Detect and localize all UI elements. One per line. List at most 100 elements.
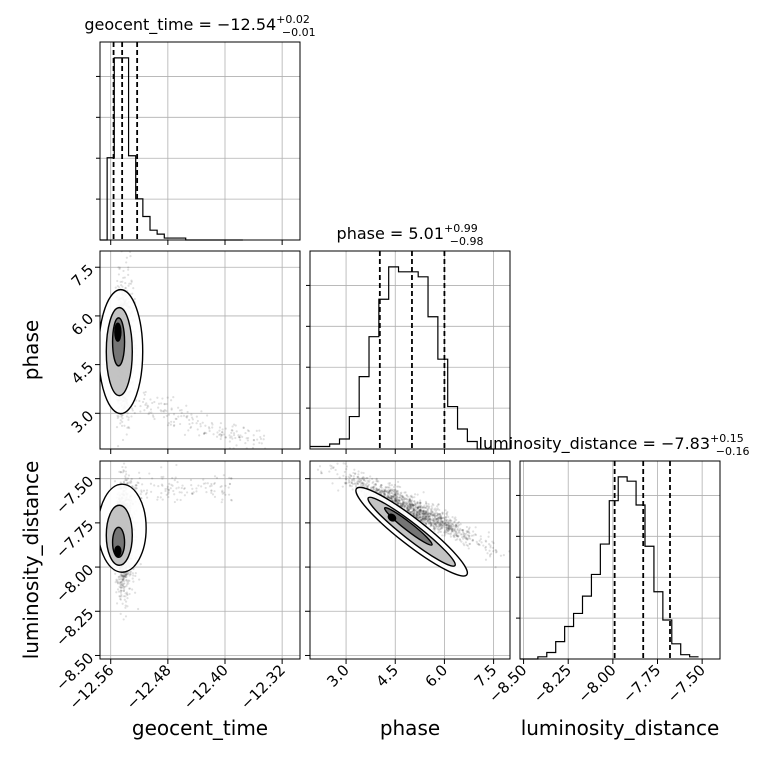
sample-point xyxy=(400,497,403,501)
sample-point xyxy=(420,505,423,508)
sample-point xyxy=(183,487,186,490)
sample-point xyxy=(392,495,395,498)
sample-point xyxy=(408,497,411,500)
sample-point xyxy=(409,510,412,514)
sample-point xyxy=(387,496,390,499)
sample-point xyxy=(448,520,452,523)
sample-point xyxy=(393,490,396,494)
sample-point xyxy=(119,586,122,589)
sample-point xyxy=(431,519,434,522)
sample-point xyxy=(409,495,412,498)
sample-point xyxy=(125,573,128,576)
sample-point xyxy=(121,579,124,582)
sample-point xyxy=(189,425,193,428)
sample-point xyxy=(126,482,129,485)
sample-point xyxy=(468,542,472,545)
sample-point xyxy=(429,513,433,516)
sample-point xyxy=(354,485,358,488)
sample-point xyxy=(230,498,233,502)
sample-point xyxy=(384,490,387,493)
sample-point xyxy=(429,518,432,521)
sample-point xyxy=(366,485,370,488)
sample-point xyxy=(418,513,422,516)
sample-point xyxy=(421,512,424,515)
sample-point xyxy=(437,517,440,520)
sample-point xyxy=(462,534,465,537)
sample-point xyxy=(435,511,438,515)
sample-point xyxy=(200,410,203,413)
sample-point xyxy=(423,517,426,520)
y-tick-label: −8.00 xyxy=(52,561,97,606)
sample-point xyxy=(424,511,427,515)
sample-point xyxy=(124,476,127,480)
sample-point xyxy=(437,522,440,525)
sample-point xyxy=(387,496,390,499)
y-axis-label: luminosity_distance xyxy=(19,461,43,660)
sample-point xyxy=(120,582,123,585)
sample-point xyxy=(379,484,383,487)
sample-point xyxy=(122,480,126,483)
sample-point xyxy=(425,504,428,507)
sample-point xyxy=(438,518,441,521)
sample-point xyxy=(199,422,202,426)
sample-point xyxy=(416,493,419,496)
sample-point xyxy=(401,503,404,506)
sample-point xyxy=(436,512,439,515)
sample-point xyxy=(131,409,134,412)
sample-point xyxy=(406,505,409,508)
sample-point xyxy=(418,508,421,512)
sample-point xyxy=(453,521,456,524)
sample-point xyxy=(430,519,433,522)
sample-point xyxy=(418,509,421,512)
sample-point xyxy=(417,512,420,516)
sample-point xyxy=(411,496,414,499)
sample-point xyxy=(165,409,168,413)
sample-point xyxy=(180,411,183,414)
sample-point xyxy=(423,511,426,514)
sample-point xyxy=(398,499,401,503)
sample-point xyxy=(394,493,397,496)
contour-level xyxy=(114,545,122,557)
sample-point xyxy=(403,506,406,509)
sample-point xyxy=(447,526,450,529)
sample-point xyxy=(459,523,462,526)
sample-point xyxy=(338,476,341,479)
sample-point xyxy=(375,487,378,490)
sample-point xyxy=(252,434,255,437)
sample-point xyxy=(405,502,409,505)
sample-point xyxy=(433,526,436,529)
sample-point xyxy=(450,528,453,531)
sample-point xyxy=(436,525,439,528)
sample-point xyxy=(247,436,250,440)
sample-point xyxy=(449,521,452,525)
sample-point xyxy=(388,486,391,489)
sample-point xyxy=(437,525,441,529)
sample-point xyxy=(116,580,119,583)
sample-point xyxy=(430,522,433,525)
sample-point xyxy=(130,477,133,481)
sample-point xyxy=(447,525,450,528)
sample-point xyxy=(142,489,146,492)
sample-point xyxy=(167,492,170,495)
panel-border xyxy=(99,250,301,450)
sample-point xyxy=(414,510,418,513)
sample-point xyxy=(234,424,237,427)
sample-point xyxy=(440,522,444,526)
sample-point xyxy=(128,481,131,484)
sample-point xyxy=(429,522,432,525)
sample-point xyxy=(357,478,360,481)
sample-point xyxy=(417,510,420,513)
sample-point xyxy=(349,474,353,477)
sample-point xyxy=(425,518,429,521)
sample-point xyxy=(412,504,415,507)
sample-point xyxy=(119,578,122,581)
sample-point xyxy=(201,421,204,424)
sample-point xyxy=(380,491,384,494)
sample-point xyxy=(467,530,470,534)
sample-point xyxy=(422,513,425,516)
sample-point xyxy=(246,429,250,432)
sample-point xyxy=(423,512,426,515)
sample-point xyxy=(341,485,344,488)
sample-point xyxy=(430,511,433,515)
sample-point xyxy=(118,470,121,473)
